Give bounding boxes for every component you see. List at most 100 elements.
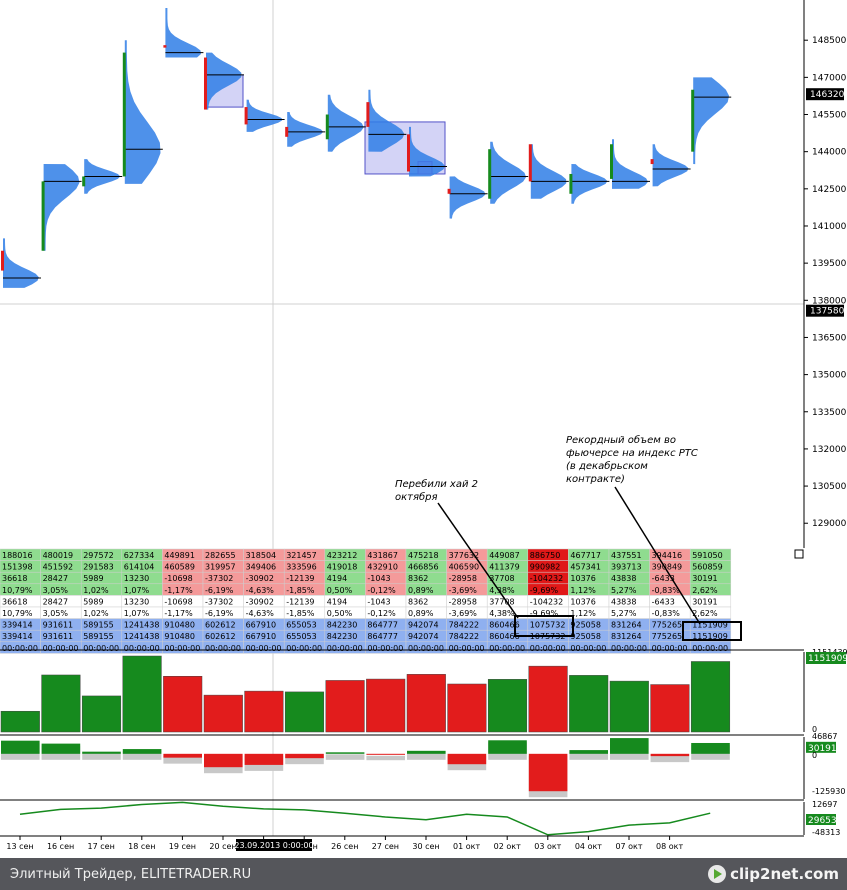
- table-cell: -1043: [367, 574, 390, 583]
- table-cell: 00:00:00: [570, 644, 606, 653]
- date-tick-label: 03 окт: [534, 842, 561, 851]
- table-cell: 5989: [83, 597, 103, 606]
- table-cell: 1,12%: [570, 609, 596, 618]
- volume-zero-label: 0: [812, 725, 817, 734]
- delta-bar: [1, 740, 40, 754]
- table-cell: 318504: [246, 551, 277, 560]
- table-cell: 4,38%: [489, 586, 515, 595]
- date-tick-label: 18 сен: [128, 842, 155, 851]
- table-cell: 475218: [408, 551, 439, 560]
- date-tick-label: 17 сен: [88, 842, 115, 851]
- volume-profile: [612, 139, 648, 189]
- table-cell: 00:00:00: [692, 644, 728, 653]
- table-cell: 1,02%: [83, 609, 109, 618]
- candle-body: [488, 149, 492, 199]
- price-tick-label: 138000: [812, 296, 847, 306]
- table-cell: 925058: [570, 621, 601, 630]
- table-cell: -4,63%: [246, 586, 275, 595]
- volume-bar: [81, 695, 122, 733]
- table-cell: 00:00:00: [124, 644, 160, 653]
- delta-bar: [366, 753, 405, 755]
- volume-profile: [246, 99, 283, 132]
- table-cell: -9,69%: [530, 586, 559, 595]
- table-cell: 931611: [43, 621, 74, 630]
- delta-shadow-bar: [285, 755, 324, 765]
- price-tick-label: 148500: [812, 36, 847, 46]
- callout-line: [614, 486, 701, 625]
- date-tick-label: 02 окт: [494, 842, 521, 851]
- volume-bar: [650, 684, 690, 733]
- volume-profile: [693, 77, 730, 165]
- volume-bar: [487, 679, 528, 733]
- volume-profile: [490, 141, 527, 204]
- table-cell: -12139: [286, 597, 314, 606]
- volume-profile: [165, 8, 201, 58]
- table-cell: 910480: [164, 621, 195, 630]
- table-cell: 591050: [692, 551, 723, 560]
- table-cell: 602612: [205, 621, 236, 630]
- candle-body: [447, 188, 451, 194]
- table-cell: 3,05%: [43, 609, 69, 618]
- table-cell: -1043: [367, 597, 390, 606]
- table-cell: 942074: [408, 621, 439, 630]
- volume-bar: [569, 675, 609, 733]
- table-cell: 00:00:00: [489, 644, 525, 653]
- table-cell: -1,85%: [286, 609, 315, 618]
- close-icon: [794, 549, 804, 559]
- table-cell: 282655: [205, 551, 236, 560]
- date-tick-label: 04 окт: [575, 842, 602, 851]
- table-cell: 4194: [327, 574, 347, 583]
- table-cell: -10698: [164, 574, 192, 583]
- table-cell: 00:00:00: [449, 644, 485, 653]
- table-cell: 480019: [43, 551, 74, 560]
- table-cell: 886750: [530, 551, 561, 560]
- volume-panel: 115143911519090: [0, 648, 847, 736]
- table-cell: 00:00:00: [286, 644, 322, 653]
- volume-bar: [163, 676, 203, 733]
- table-cell: -3,69%: [449, 609, 478, 618]
- table-cell: 339414: [2, 621, 33, 630]
- volume-bar: [406, 674, 446, 733]
- table-cell: 860466: [489, 621, 520, 630]
- table-cell: 589155: [83, 621, 114, 630]
- volume-profile: [530, 144, 567, 199]
- brand-logo[interactable]: clip2net.com: [708, 864, 839, 884]
- table-cell: 466856: [408, 563, 439, 572]
- table-cell: 560859: [692, 563, 723, 572]
- table-cell: 10376: [570, 574, 595, 583]
- delta-shadow-bar: [82, 753, 121, 760]
- table-cell: 13230: [124, 574, 149, 583]
- table-cell: 925058: [570, 632, 601, 641]
- table-cell: 1151909: [692, 621, 728, 630]
- volume-bar: [0, 710, 40, 733]
- annotation-record-volume: Рекордный объем во фьючерсе на индекс РТ…: [566, 435, 698, 485]
- table-cell: 457341: [570, 563, 601, 572]
- candle-body: [366, 102, 370, 127]
- table-cell: 321457: [286, 551, 317, 560]
- table-cell-bg: [689, 641, 732, 654]
- table-cell: 775265: [652, 632, 683, 641]
- delta-bar: [244, 753, 284, 765]
- delta-current-marker: [806, 741, 836, 753]
- table-cell: -6433: [652, 574, 675, 583]
- table-cell: -10698: [164, 597, 192, 606]
- table-cell: -30902: [246, 574, 274, 583]
- cum-max-label: 12697: [812, 800, 837, 809]
- candle-body: [569, 173, 573, 194]
- candle-body: [122, 52, 126, 177]
- table-cell: 4194: [327, 597, 347, 606]
- table-cell: 8362: [408, 574, 428, 583]
- volume-bar: [690, 661, 731, 733]
- table-cell: 390849: [652, 563, 683, 572]
- chart-area: 148500 147000 145500 144000 142500 141000 1395…: [0, 0, 847, 851]
- table-cell: 406590: [449, 563, 480, 572]
- table-cell: -0,12%: [367, 586, 396, 595]
- volume-bar: [284, 691, 325, 733]
- volume-bar: [244, 690, 284, 733]
- table-cell: 627334: [124, 551, 155, 560]
- cursor-price-marker: [806, 304, 844, 317]
- candle-body: [244, 107, 248, 125]
- table-cell: 5,27%: [611, 586, 637, 595]
- table-cell: 00:00:00: [327, 644, 363, 653]
- table-cell: 1,02%: [83, 586, 109, 595]
